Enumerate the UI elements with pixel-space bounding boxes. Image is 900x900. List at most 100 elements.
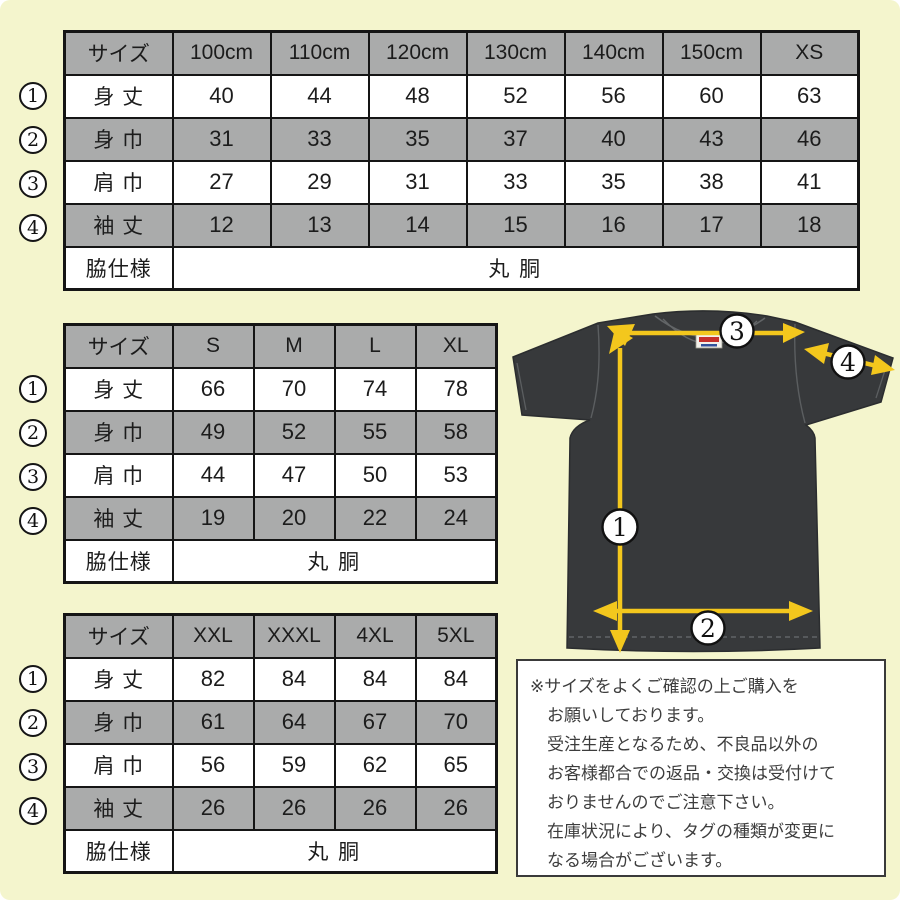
value-cell: 29 [269,159,370,205]
row-badge-2: 2 [19,419,47,447]
value-cell: 64 [252,699,336,745]
table-row: 身 巾 61 64 67 70 [63,699,498,745]
value-cell: 59 [252,742,336,788]
note-line: 受注生産となるため、不良品以外の [547,735,819,754]
value-cell: 52 [465,73,566,119]
value-cell: 26 [252,785,336,831]
table-row: 袖 丈 19 20 22 24 [63,495,498,541]
value-cell: 27 [171,159,272,205]
value-cell: 17 [661,202,762,248]
value-cell: 40 [171,73,272,119]
row-label-cell: 袖 丈 [63,202,174,248]
note-line: お願いしております。 [547,706,715,725]
table-row: 身 巾 49 52 55 58 [63,409,498,455]
value-cell: 78 [414,366,498,412]
side-spec-label-cell: 脇仕様 [63,828,174,874]
value-cell: 22 [333,495,417,541]
table-row: 身 丈 82 84 84 84 [63,656,498,702]
row-label-cell: 袖 丈 [63,495,174,541]
value-cell: 31 [171,116,272,162]
table-header-row: サイズ S M L XL [63,323,498,369]
purchase-note: ※サイズをよくご確認の上ご購入を お願いしております。 受注生産となるため、不良… [516,659,886,877]
value-cell: 26 [171,785,255,831]
row-badge-2: 2 [19,709,47,737]
table-row: 身 丈 66 70 74 78 [63,366,498,412]
header-cell: 140cm [563,30,664,76]
header-cell: 150cm [661,30,762,76]
value-cell: 37 [465,116,566,162]
brand-tag [695,333,723,349]
table-header-row: サイズ 100cm 110cm 120cm 130cm 140cm 150cm … [63,30,860,76]
header-cell: L [333,323,417,369]
table-row: 袖 丈 26 26 26 26 [63,785,498,831]
diagram-badges: 3 4 1 2 [601,313,866,646]
table-header-row: サイズ XXL XXXL 4XL 5XL [63,613,498,659]
value-cell: 58 [414,409,498,455]
table-row: 袖 丈 12 13 14 15 16 17 18 [63,202,860,248]
badge-circle-2 [690,610,726,646]
side-spec-value-cell: 丸 胴 [171,538,498,584]
adult-size-table: サイズ S M L XL 身 丈 66 70 74 78 身 巾 49 52 5… [63,323,498,584]
value-cell: 70 [252,366,336,412]
big-size-table: サイズ XXL XXXL 4XL 5XL 身 丈 82 84 84 84 身 巾… [63,613,498,874]
value-cell: 70 [414,699,498,745]
value-cell: 41 [759,159,860,205]
value-cell: 19 [171,495,255,541]
side-spec-label-cell: 脇仕様 [63,245,174,291]
left-sleeve-stitch [516,362,527,411]
value-cell: 82 [171,656,255,702]
value-cell: 31 [367,159,468,205]
badge-circle-4 [830,344,866,380]
value-cell: 24 [414,495,498,541]
row-label-cell: 肩 巾 [63,452,174,498]
header-cell: S [171,323,255,369]
note-line: 在庫状況により、タグの種類が変更に [547,822,835,841]
badge-circle-1 [601,508,639,546]
header-cell: 4XL [333,613,417,659]
header-cell: 130cm [465,30,566,76]
table-footer-row: 脇仕様 丸 胴 [63,245,860,291]
row-label-cell: 身 丈 [63,656,174,702]
value-cell: 33 [269,116,370,162]
value-cell: 65 [414,742,498,788]
tshirt-diagram: 3 4 1 2 [512,310,895,653]
header-cell: 5XL [414,613,498,659]
note-line: ※サイズをよくご確認の上ご購入を [530,677,799,696]
note-line: おりませんのでご注意下さい。 [547,793,785,812]
value-cell: 26 [414,785,498,831]
value-cell: 74 [333,366,417,412]
note-line: なる場合がございます。 [547,851,733,870]
value-cell: 46 [759,116,860,162]
row-badge-3: 3 [19,170,47,198]
note-line: お客様都合での返品・交換は受付けて [547,764,836,783]
header-cell: XS [759,30,860,76]
table-row: 身 丈 40 44 48 52 56 60 63 [63,73,860,119]
value-cell: 35 [563,159,664,205]
badge-4: 4 [840,348,856,377]
header-cell: XXL [171,613,255,659]
row-badge-1: 1 [19,82,47,110]
value-cell: 35 [367,116,468,162]
value-cell: 44 [269,73,370,119]
value-cell: 44 [171,452,255,498]
row-badge-3: 3 [19,463,47,491]
header-cell: 110cm [269,30,370,76]
table-row: 身 巾 31 33 35 37 40 43 46 [63,116,860,162]
row-label-cell: 肩 巾 [63,742,174,788]
row-label-cell: 身 巾 [63,699,174,745]
table-row: 肩 巾 44 47 50 53 [63,452,498,498]
header-cell: サイズ [63,613,174,659]
header-cell: 100cm [171,30,272,76]
side-spec-label-cell: 脇仕様 [63,538,174,584]
row-label-cell: 身 巾 [63,116,174,162]
value-cell: 47 [252,452,336,498]
header-cell: 120cm [367,30,468,76]
value-cell: 18 [759,202,860,248]
row-label-cell: 身 巾 [63,409,174,455]
kids-size-table: サイズ 100cm 110cm 120cm 130cm 140cm 150cm … [63,30,860,291]
header-cell: M [252,323,336,369]
value-cell: 61 [171,699,255,745]
value-cell: 56 [171,742,255,788]
value-cell: 15 [465,202,566,248]
